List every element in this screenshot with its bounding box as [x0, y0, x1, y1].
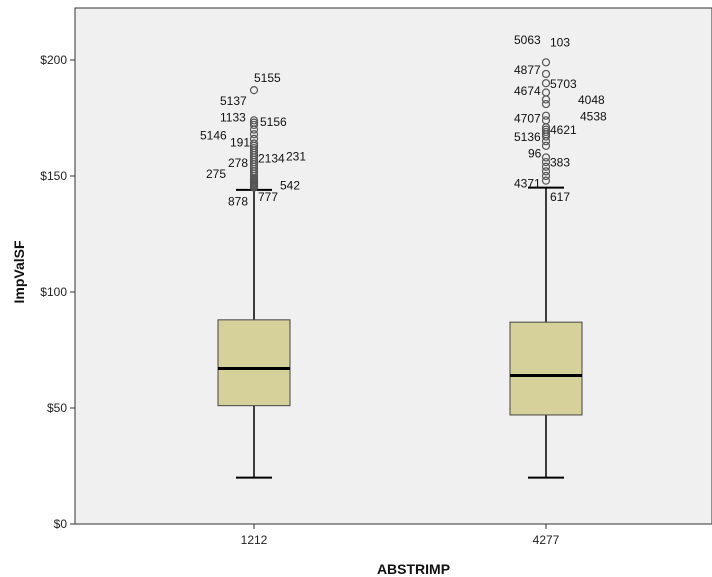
- outlier-label: 1133: [220, 110, 246, 124]
- outlier-label: 4674: [514, 84, 541, 98]
- outlier-point: [541, 99, 551, 109]
- x-tick-label: 4277: [533, 533, 560, 547]
- outlier-label: 383: [550, 156, 570, 170]
- outlier-label: 5703: [550, 77, 577, 91]
- iqr-box: [509, 321, 583, 416]
- y-tick-label: $0: [54, 517, 68, 531]
- outlier-label: 4048: [578, 93, 605, 107]
- outlier-point: [249, 134, 259, 143]
- plot-background: [74, 7, 712, 525]
- outlier-point: [541, 116, 551, 125]
- outlier-label: 5156: [260, 115, 287, 129]
- outlier-point: [249, 86, 259, 95]
- outlier-label: 278: [228, 156, 248, 170]
- outlier-point: [249, 116, 259, 125]
- outlier-label: 103: [550, 35, 570, 49]
- x-axis: 1212 4277: [75, 523, 712, 547]
- y-tick-label: $50: [47, 401, 67, 415]
- outlier-point: [541, 153, 551, 162]
- box-4277: 5063 103 4877 5703 4674 4048 4538 4707 4621 5136 9…: [509, 33, 607, 479]
- outlier-label: 191: [230, 135, 250, 149]
- outlier-label: 878: [228, 195, 248, 209]
- outlier-point: [541, 171, 551, 181]
- outlier-label: 2134: [258, 152, 285, 166]
- outlier-label: 617: [550, 190, 570, 204]
- outlier-label: 4371: [514, 177, 541, 191]
- outlier-label: 275: [206, 167, 226, 181]
- outlier-label: 4621: [550, 123, 577, 137]
- outlier-point: [249, 144, 259, 153]
- iqr-box: [217, 319, 291, 407]
- outlier-point: [249, 120, 259, 130]
- outlier-point: [541, 167, 551, 176]
- x-axis-title: ABSTRIMP: [377, 561, 450, 577]
- outlier-point: [541, 58, 551, 67]
- y-tick-label: $200: [40, 53, 67, 67]
- outlier-label: 4707: [514, 112, 541, 126]
- y-tick-label: $150: [40, 169, 67, 183]
- outlier-label: 542: [280, 179, 300, 193]
- outlier-label: 4877: [514, 63, 541, 77]
- outlier-point: [249, 130, 259, 139]
- outlier-label: 4538: [580, 109, 607, 123]
- outlier-label: 5063: [514, 33, 541, 47]
- outlier-label: 231: [286, 149, 306, 163]
- outlier-label: 5137: [220, 94, 247, 108]
- outlier-point: [541, 88, 551, 97]
- y-axis-title: ImpValSF: [11, 240, 27, 303]
- outlier-point: [541, 127, 551, 137]
- outlier-point: [249, 139, 259, 148]
- x-tick-label: 1212: [241, 533, 268, 547]
- outlier-point: [541, 69, 551, 79]
- outlier-label: 5136: [514, 130, 541, 144]
- outlier-point: [541, 176, 551, 185]
- outlier-point: [541, 157, 551, 167]
- outlier-point: [249, 118, 259, 127]
- outlier-point: [541, 125, 551, 134]
- outlier-label: 777: [258, 190, 278, 204]
- outlier-label: 5155: [254, 71, 281, 85]
- y-axis: $0 $50 $100 $150 $200: [40, 8, 76, 531]
- outlier-label: 96: [528, 146, 542, 160]
- outlier-label: 5146: [200, 129, 227, 143]
- outlier-point: [541, 141, 551, 150]
- outlier-point: [541, 79, 551, 88]
- y-tick-label: $100: [40, 285, 67, 299]
- outlier-point: [541, 111, 551, 120]
- outlier-point: [541, 162, 551, 171]
